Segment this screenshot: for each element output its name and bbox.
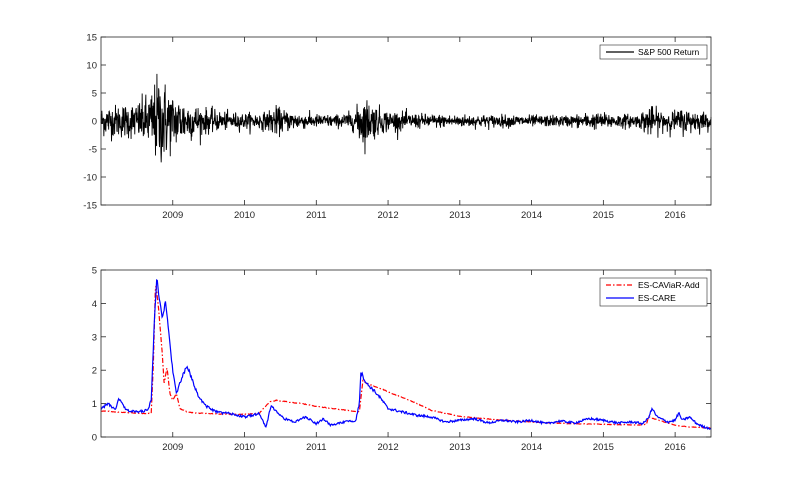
x-tick-label: 2009 xyxy=(162,442,183,453)
y-tick-label: -10 xyxy=(83,173,97,184)
y-tick-label: 0 xyxy=(92,433,97,444)
x-tick-label: 2012 xyxy=(377,442,398,453)
legend-label-es-caviar-add: ES-CAViaR-Add xyxy=(638,280,700,290)
x-tick-label: 2010 xyxy=(234,210,255,221)
es-legend-box xyxy=(599,277,708,307)
returns-legend-box xyxy=(599,44,708,60)
y-tick-label: 3 xyxy=(92,332,97,343)
es-forecast-chart: 0 1 2 3 4 5 2009 2010 2011 2012 2013 2014 2015 2016 E… xyxy=(92,266,712,453)
y-tick-label: 2 xyxy=(92,366,97,377)
series-line-s-p-500-return xyxy=(100,73,712,163)
y-tick-label: 15 xyxy=(86,33,97,44)
y-tick-label: 10 xyxy=(86,61,97,72)
returns-series-layer xyxy=(100,73,712,163)
y-tick-label: -15 xyxy=(83,201,97,212)
x-tick-label: 2014 xyxy=(521,442,542,453)
x-tick-label: 2011 xyxy=(306,210,326,221)
x-tick-label: 2010 xyxy=(234,442,255,453)
x-tick-label: 2011 xyxy=(306,442,326,453)
plot-area-frame xyxy=(100,269,712,438)
y-tick-label: 1 xyxy=(92,399,97,410)
series-line-es-care xyxy=(100,278,712,431)
x-tick-label: 2014 xyxy=(521,210,542,221)
x-tick-label: 2013 xyxy=(449,210,470,221)
es-series-layer xyxy=(100,278,712,431)
returns-axes: -15 -10 -5 0 5 10 15 2009 2010 2011 2012 2013 2014 20… xyxy=(83,33,712,221)
y-tick-label: -5 xyxy=(89,145,97,156)
legend-label-es-care: ES-CARE xyxy=(638,293,676,303)
returns-chart: -15 -10 -5 0 5 10 15 2009 2010 2011 2012 2013 2014 20… xyxy=(83,33,712,221)
returns-legend: S&P 500 Return xyxy=(599,44,708,60)
x-tick-label: 2015 xyxy=(593,210,614,221)
x-tick-label: 2016 xyxy=(665,210,686,221)
es-axes: 0 1 2 3 4 5 2009 2010 2011 2012 2013 2014 2015 2016 xyxy=(92,266,712,453)
x-tick-label: 2015 xyxy=(593,442,614,453)
x-tick-label: 2009 xyxy=(162,210,183,221)
x-tick-label: 2016 xyxy=(665,442,686,453)
y-tick-label: 5 xyxy=(92,89,97,100)
x-tick-label: 2013 xyxy=(449,442,470,453)
legend-label-sp500: S&P 500 Return xyxy=(638,47,700,57)
series-line-es-caviar-add xyxy=(100,285,712,429)
es-legend: ES-CAViaR-Add ES-CARE xyxy=(599,277,708,307)
y-tick-label: 5 xyxy=(92,266,97,277)
x-tick-label: 2012 xyxy=(377,210,398,221)
y-tick-label: 4 xyxy=(92,299,97,310)
y-tick-label: 0 xyxy=(92,117,97,128)
